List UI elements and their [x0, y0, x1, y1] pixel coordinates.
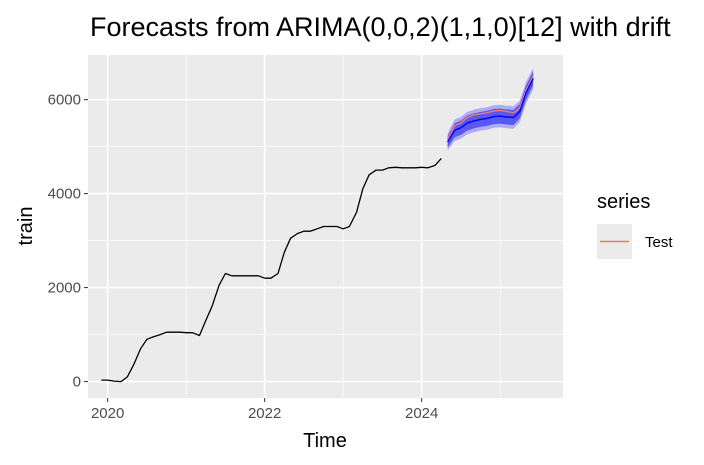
y-tick-label: 0 [73, 374, 81, 391]
chart-title: Forecasts from ARIMA(0,0,2)(1,1,0)[12] w… [90, 12, 671, 42]
x-tick-label: 2020 [91, 405, 124, 422]
grid-major [88, 55, 563, 398]
y-tick-label: 2000 [48, 280, 81, 297]
test-line [446, 75, 534, 140]
x-axis-ticks: 2020 2022 2024 [91, 398, 438, 422]
forecast-ci80-band [447, 71, 534, 148]
y-axis-ticks: 0 2000 4000 6000 [48, 92, 88, 391]
y-tick-label: 6000 [48, 92, 81, 109]
history-line [101, 157, 442, 383]
y-tick-label: 4000 [48, 186, 81, 203]
legend-title: series [597, 191, 650, 213]
series-layer [101, 75, 534, 383]
x-axis-title: Time [303, 430, 347, 452]
ci80-band-layer [447, 71, 534, 148]
legend: series Test [597, 191, 673, 259]
x-tick-label: 2024 [405, 405, 438, 422]
y-axis-title: train [15, 207, 37, 246]
forecast-mean-line [447, 78, 534, 143]
legend-label-test: Test [645, 234, 673, 251]
x-tick-label: 2022 [248, 405, 281, 422]
